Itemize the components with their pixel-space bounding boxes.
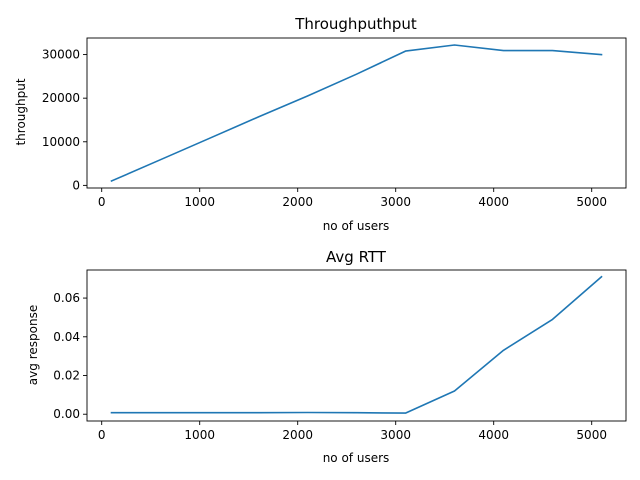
- y-tick-label: 10000: [42, 135, 80, 149]
- x-tick-label: 1000: [184, 195, 215, 209]
- series-line: [110, 44, 603, 183]
- y-ticks: 0.00 0.02 0.04 0.06: [53, 291, 87, 421]
- x-tick-label: 4000: [478, 428, 509, 442]
- x-tick-label: 5000: [576, 195, 607, 209]
- series-layer: [110, 44, 603, 183]
- throughput-chart: Throughputhput no of users throughput 0 1…: [14, 15, 627, 233]
- y-axis-label: avg response: [26, 305, 40, 385]
- y-tick-label: 0.04: [53, 330, 80, 344]
- x-tick-label: 5000: [576, 428, 607, 442]
- y-axis-label: throughput: [14, 78, 28, 145]
- chart-title: Throughputhput: [294, 15, 417, 33]
- x-tick-label: 3000: [380, 428, 411, 442]
- x-ticks: 0 1000 2000 3000 4000 5000: [98, 421, 607, 442]
- y-tick-label: 0.02: [53, 369, 80, 383]
- x-axis-label: no of users: [323, 451, 390, 465]
- axes-frame: [86, 37, 627, 189]
- x-ticks: 0 1000 2000 3000 4000 5000: [98, 188, 607, 209]
- x-tick-label: 2000: [282, 195, 313, 209]
- x-axis-label: no of users: [323, 219, 390, 233]
- x-tick-label: 1000: [184, 428, 215, 442]
- y-tick-label: 20000: [42, 91, 80, 105]
- chart-title: Avg RTT: [326, 248, 387, 266]
- axes-frame: [86, 269, 627, 422]
- y-tick-label: 30000: [42, 48, 80, 62]
- y-tick-label: 0: [72, 178, 80, 192]
- avg-rtt-chart: Avg RTT no of users avg response 0 1000 20…: [26, 248, 627, 465]
- y-ticks: 0 10000 20000 30000: [42, 48, 87, 192]
- x-tick-label: 0: [98, 195, 106, 209]
- series-layer: [110, 275, 603, 414]
- x-tick-label: 4000: [478, 195, 509, 209]
- series-line: [110, 275, 603, 414]
- x-tick-label: 3000: [380, 195, 411, 209]
- x-tick-label: 0: [98, 428, 106, 442]
- y-tick-label: 0.06: [53, 291, 80, 305]
- y-tick-label: 0.00: [53, 407, 80, 421]
- x-tick-label: 2000: [282, 428, 313, 442]
